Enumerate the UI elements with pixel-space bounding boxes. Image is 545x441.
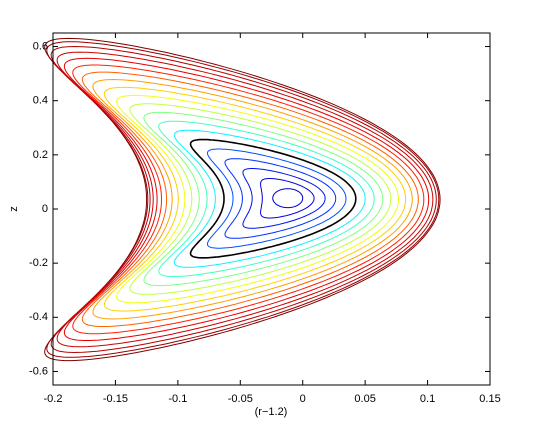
contour-line — [189, 138, 357, 259]
x-tick-label: 0.15 — [479, 393, 500, 405]
contour-line — [207, 148, 347, 249]
contour-line — [56, 51, 434, 348]
y-tick-label: 0.4 — [33, 95, 48, 107]
contour-line — [272, 188, 304, 209]
y-tick-label: 0.2 — [33, 149, 48, 161]
x-tick-label: -0.1 — [168, 393, 187, 405]
x-tick-label: -0.05 — [228, 393, 253, 405]
contour-line — [92, 78, 413, 320]
x-tick-label: -0.2 — [44, 393, 63, 405]
y-tick-label: -0.6 — [29, 365, 48, 377]
contour-line — [224, 158, 337, 239]
y-axis-label: z — [8, 206, 20, 212]
contour-line — [260, 178, 315, 219]
y-tick-label: 0 — [42, 203, 48, 215]
y-tick-label: -0.2 — [29, 257, 48, 269]
x-tick-label: 0.1 — [420, 393, 435, 405]
contour-line — [44, 37, 441, 362]
contour-line — [242, 168, 326, 229]
y-tick-label: 0.6 — [33, 40, 48, 52]
contour-line — [72, 64, 425, 335]
contour-line — [158, 120, 375, 277]
contour-line — [143, 111, 384, 287]
contour-line — [46, 41, 440, 358]
contour-line — [81, 71, 419, 327]
contour-line — [63, 57, 430, 341]
x-axis-label: (r−1.2) — [255, 406, 288, 418]
contour-line — [50, 45, 437, 354]
contour-line — [173, 129, 366, 268]
contour-line — [129, 103, 392, 295]
contour-line — [116, 94, 400, 304]
x-tick-label: -0.15 — [103, 393, 128, 405]
contour-line — [103, 86, 407, 312]
x-tick-label: 0.05 — [354, 393, 375, 405]
x-tick-label: 0 — [300, 393, 306, 405]
y-tick-label: -0.4 — [29, 311, 48, 323]
